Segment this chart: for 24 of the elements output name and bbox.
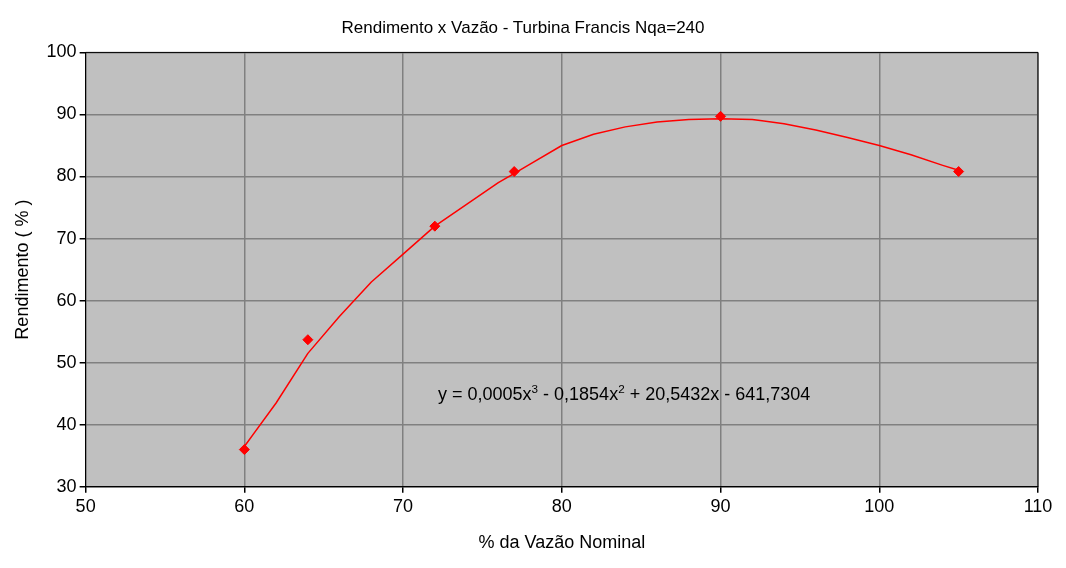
- y-tick-label: 80: [56, 165, 77, 186]
- x-tick-label: 70: [393, 495, 414, 516]
- chart-title: Rendimento x Vazão - Turbina Francis Nqa=240: [341, 17, 705, 37]
- x-tick-label: 60: [234, 495, 255, 516]
- point: [953, 166, 965, 178]
- point: [238, 444, 250, 456]
- x-axis-title: % da Vazão Nominal: [478, 532, 646, 553]
- y-tick-label: 70: [56, 227, 77, 248]
- y-tick-label: 90: [56, 103, 77, 124]
- point: [508, 166, 520, 178]
- y-tick-label: 100: [46, 41, 77, 62]
- x-tick-label: 50: [75, 495, 96, 516]
- y-tick-label: 50: [56, 351, 77, 372]
- point: [429, 220, 441, 232]
- x-tick-label: 90: [710, 495, 731, 516]
- x-tick-label: 100: [864, 495, 895, 516]
- point: [302, 334, 314, 346]
- y-tick-label: 60: [56, 289, 77, 310]
- point: [715, 110, 727, 122]
- y-axis-title: Rendimento ( % ): [11, 199, 32, 340]
- y-tick-label: 40: [56, 413, 77, 434]
- x-tick-label: 110: [1023, 495, 1053, 516]
- y-tick-label: 30: [56, 475, 77, 496]
- x-tick-label: 80: [551, 495, 572, 516]
